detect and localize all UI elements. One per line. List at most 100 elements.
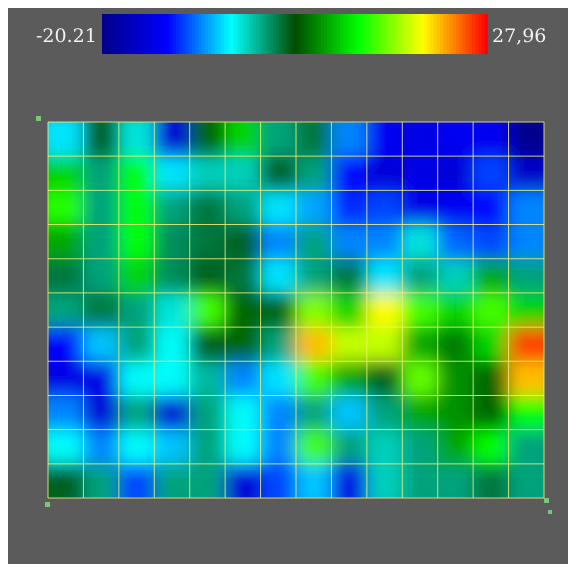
color-scale-segment: [169, 14, 174, 54]
heatmap-cell: [48, 327, 84, 362]
color-scale-segment: [311, 14, 315, 54]
color-scale-segment: [282, 14, 286, 54]
color-scale-segment: [349, 14, 354, 54]
heatmap-cell: [260, 395, 297, 431]
color-scale-segment: [317, 14, 322, 54]
color-scale-segment: [378, 14, 383, 54]
color-scale-bar: [102, 14, 488, 54]
heatmap-cell: [154, 122, 191, 157]
heatmap-cell: [473, 429, 510, 465]
color-scale-segment: [404, 14, 409, 54]
color-scale-segment: [217, 14, 222, 54]
heatmap-cell: [225, 258, 262, 294]
color-scale-segment: [192, 14, 196, 54]
heatmap-cell: [260, 292, 297, 328]
color-scale-segment: [137, 14, 142, 54]
color-scale-segment: [407, 14, 412, 54]
color-scale-segment: [481, 14, 486, 54]
heatmap-cell: [48, 395, 84, 431]
heatmap-cell: [366, 156, 403, 191]
heatmap-cell: [366, 122, 403, 157]
heatmap-cell: [473, 327, 510, 362]
heatmap-cell: [331, 395, 368, 431]
heatmap-cell: [296, 122, 332, 157]
color-scale-segment: [102, 14, 106, 54]
color-scale-segment: [143, 14, 148, 54]
color-scale-segment: [417, 14, 422, 54]
heatmap-cell: [48, 258, 84, 294]
heatmap-cell: [437, 463, 474, 498]
heatmap-cell: [83, 122, 120, 157]
color-scale-segment: [442, 14, 447, 54]
color-scale-segment: [243, 14, 248, 54]
heatmap-cell: [48, 429, 84, 465]
heatmap-cell: [437, 292, 474, 328]
heatmap-cell: [402, 429, 439, 465]
heatmap-cell: [83, 463, 120, 498]
heatmap-cell: [118, 190, 155, 226]
heatmap-cell: [331, 122, 368, 157]
heatmap-cell: [437, 122, 474, 157]
heatmap-cell: [437, 156, 474, 191]
color-scale-segment: [340, 14, 344, 54]
color-scale-segment: [368, 14, 373, 54]
heatmap-cell: [437, 224, 474, 260]
corner-marker-top-left: [36, 116, 41, 121]
heatmap-cell: [189, 395, 226, 431]
heatmap-cell: [48, 156, 84, 191]
heatmap-cell: [189, 156, 226, 191]
color-scale-segment: [484, 14, 488, 54]
color-scale-segment: [249, 14, 254, 54]
color-scale-segment: [188, 14, 193, 54]
heatmap-cell: [260, 361, 297, 396]
color-scale-segment: [336, 14, 341, 54]
color-scale-segment: [314, 14, 319, 54]
heatmap-cell: [189, 258, 226, 294]
heatmap-cell: [296, 292, 332, 328]
heatmap-cell: [402, 395, 439, 431]
color-scale-segment: [272, 14, 277, 54]
heatmap-cell: [48, 224, 84, 260]
color-scale-segment: [134, 14, 138, 54]
color-scale-segment: [455, 14, 460, 54]
color-scale-segment: [320, 14, 325, 54]
heatmap-cell: [296, 429, 332, 465]
color-scale-segment: [130, 14, 135, 54]
color-scale-segment: [147, 14, 151, 54]
heatmap-cell: [366, 292, 403, 328]
heatmap-cell: [189, 190, 226, 226]
color-scale-segment: [185, 14, 190, 54]
color-scale-segment: [156, 14, 161, 54]
heatmap-cell: [508, 156, 544, 191]
color-scale-segment: [121, 14, 126, 54]
color-scale-segment: [105, 14, 110, 54]
color-scale-segment: [343, 14, 348, 54]
heatmap-cell: [154, 190, 191, 226]
heatmap-cell: [225, 122, 262, 157]
heatmap-cell: [402, 292, 439, 328]
color-scale-segment: [246, 14, 251, 54]
heatmap-cell: [508, 292, 544, 328]
color-scale-segment: [208, 14, 212, 54]
color-scale-segment: [356, 14, 360, 54]
color-scale-segment: [375, 14, 380, 54]
heatmap-cell: [402, 327, 439, 362]
color-scale-max-label: 27,96: [492, 25, 547, 47]
heatmap-cell: [437, 327, 474, 362]
heatmap-cell: [366, 327, 403, 362]
heatmap-cell: [189, 327, 226, 362]
heatmap-cell: [366, 190, 403, 226]
heatmap-cell: [331, 292, 368, 328]
heatmap-cell: [331, 224, 368, 260]
heatmap-cell: [296, 224, 332, 260]
heatmap-cell: [260, 122, 297, 157]
color-scale-segment: [204, 14, 209, 54]
heatmap-cell: [296, 258, 332, 294]
heatmap-cell: [473, 361, 510, 396]
color-scale-segment: [381, 14, 386, 54]
heatmap-cell: [508, 327, 544, 362]
color-scale-segment: [465, 14, 470, 54]
color-scale-segment: [391, 14, 396, 54]
color-scale-segment: [182, 14, 187, 54]
